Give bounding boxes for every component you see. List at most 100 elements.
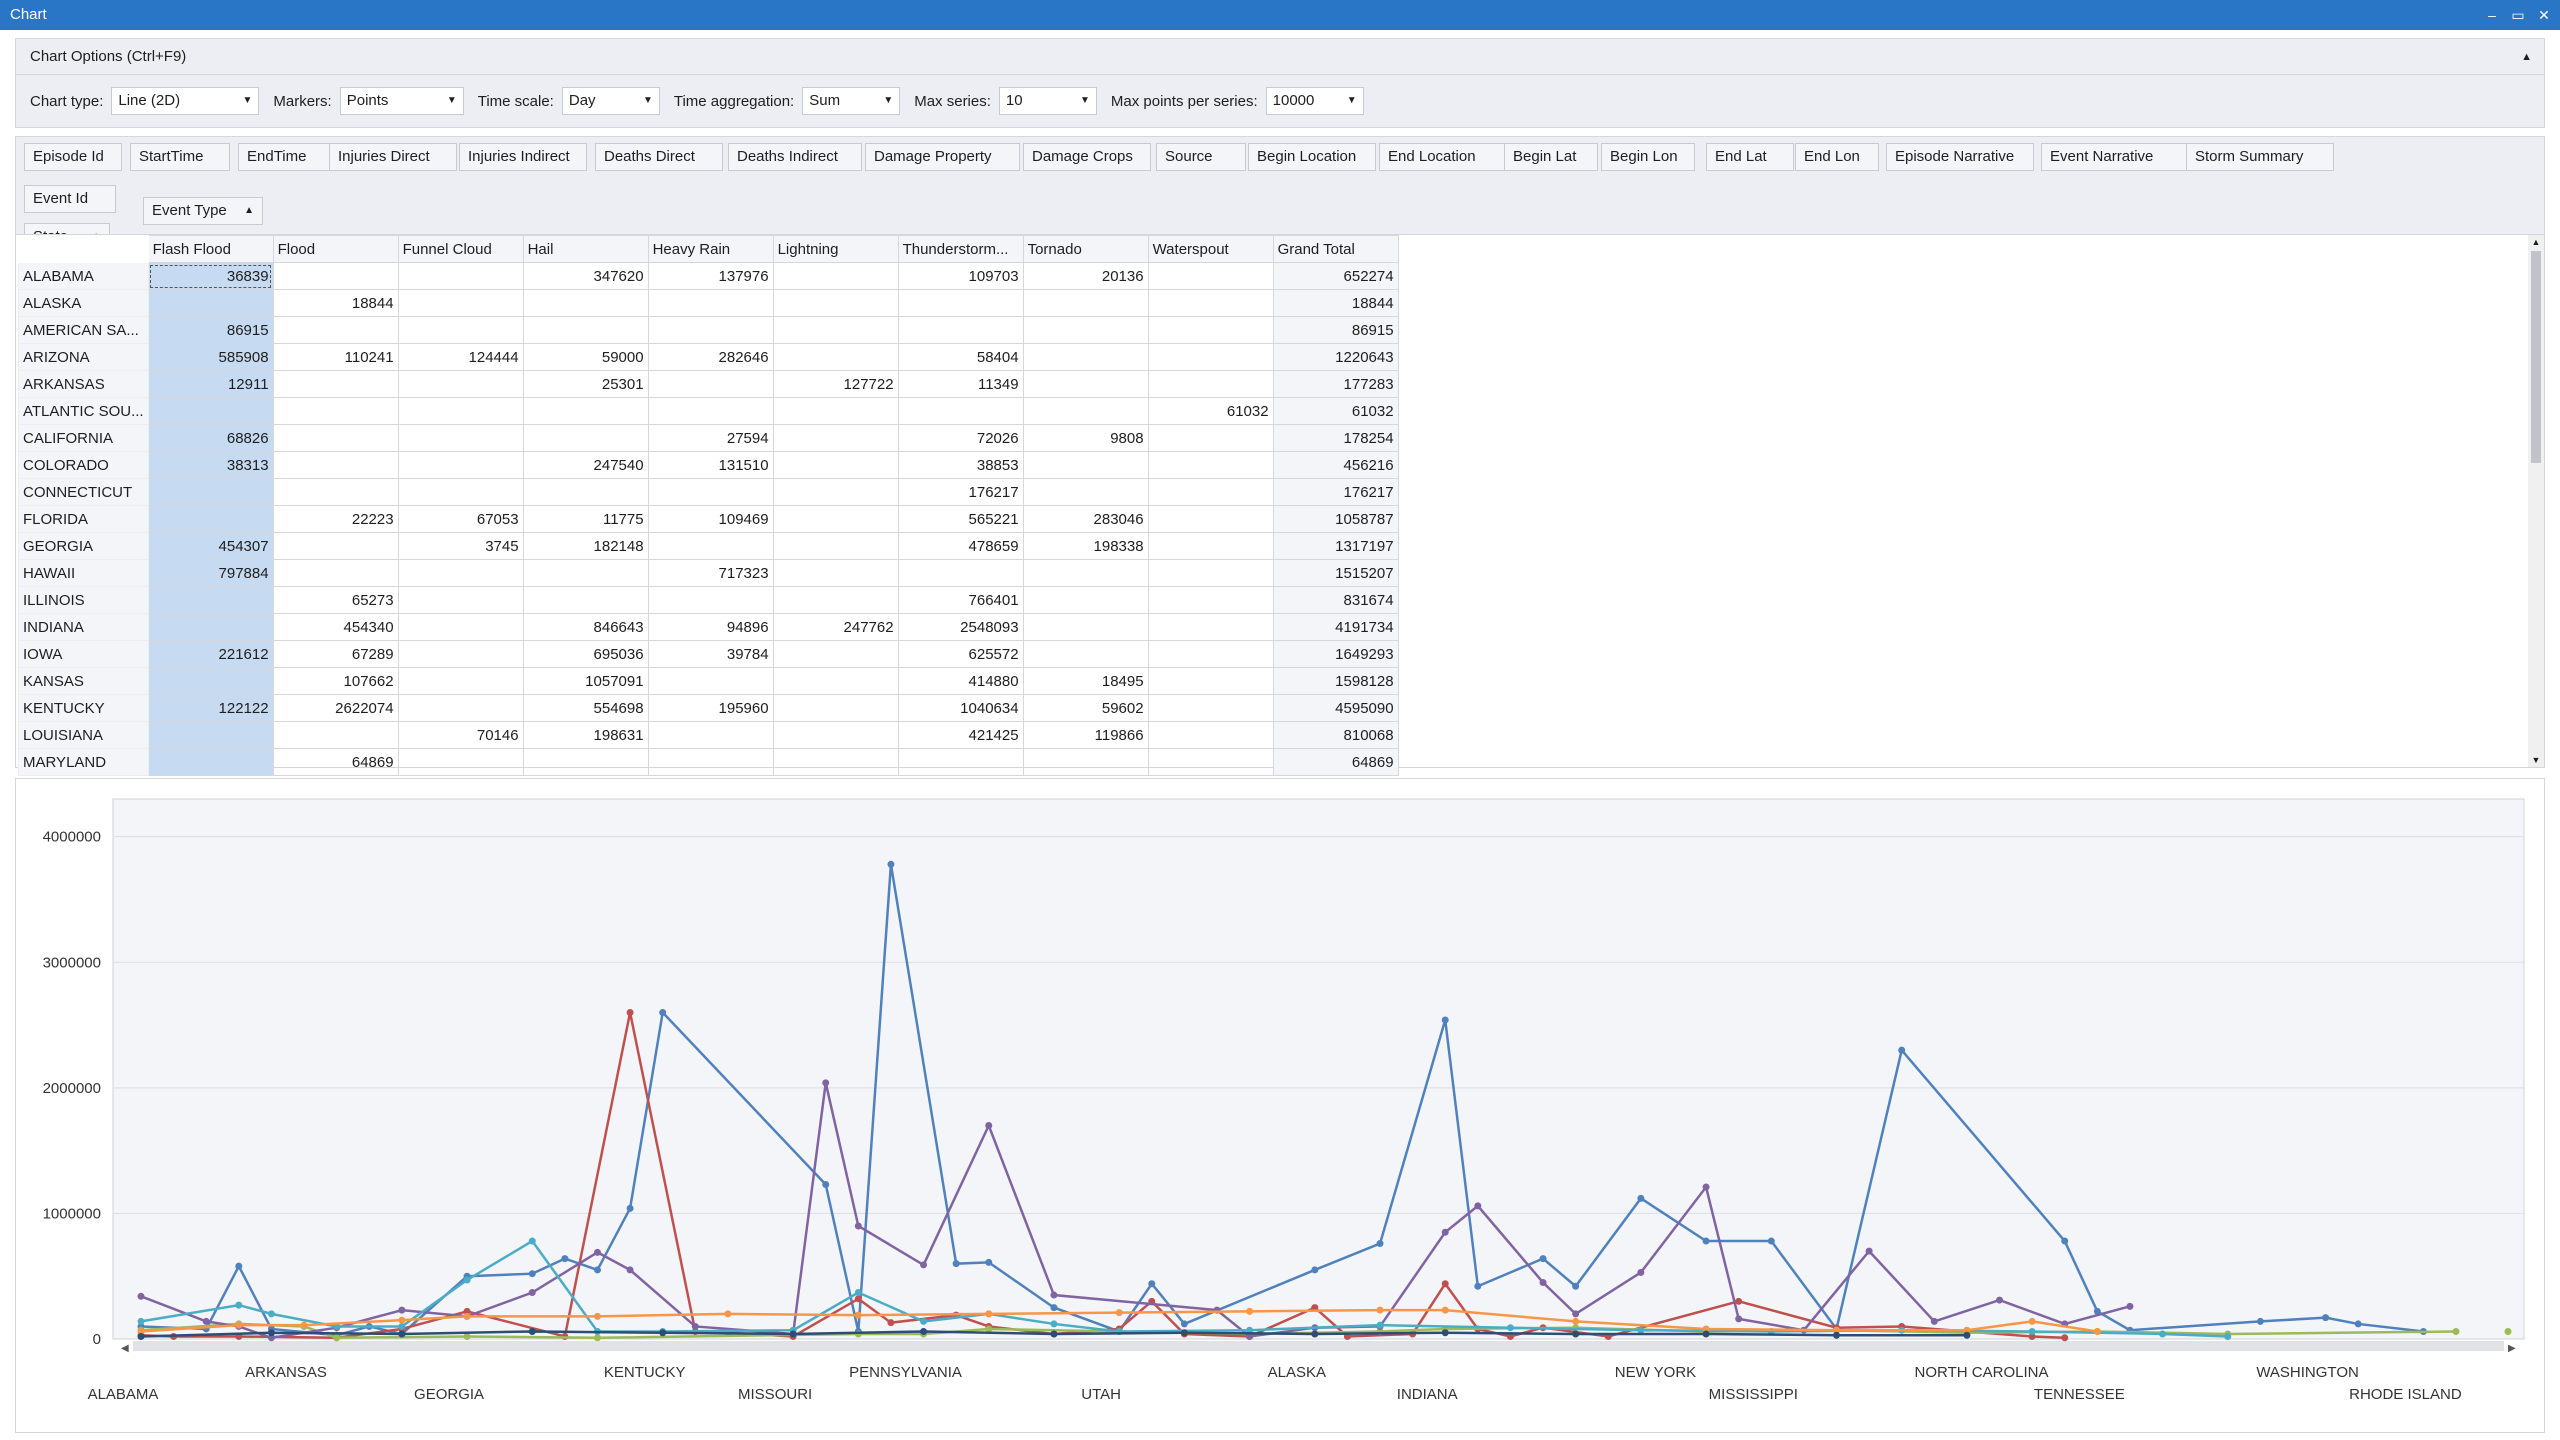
row-header[interactable]: MARYLAND <box>18 748 149 776</box>
table-cell[interactable]: 107662 <box>272 667 399 695</box>
table-cell[interactable]: 67289 <box>272 640 399 668</box>
table-cell[interactable]: 65273 <box>272 586 399 614</box>
field-end-lon[interactable]: End Lon <box>1795 143 1879 171</box>
table-cell[interactable] <box>1022 316 1149 344</box>
table-cell[interactable] <box>397 694 524 722</box>
table-cell[interactable] <box>1022 559 1149 587</box>
table-cell[interactable] <box>397 748 524 776</box>
table-cell[interactable]: 64869 <box>272 748 399 776</box>
row-header[interactable]: KANSAS <box>18 667 149 695</box>
field-deaths-direct[interactable]: Deaths Direct <box>595 143 723 171</box>
table-cell[interactable] <box>272 532 399 560</box>
table-cell[interactable]: 11775 <box>522 505 649 533</box>
table-cell[interactable] <box>522 748 649 776</box>
table-cell[interactable]: 86915 <box>1272 316 1399 344</box>
table-cell[interactable]: 456216 <box>1272 451 1399 479</box>
table-cell[interactable] <box>772 694 899 722</box>
table-cell[interactable]: 282646 <box>647 343 774 371</box>
table-cell[interactable] <box>272 397 399 425</box>
table-cell[interactable]: 182148 <box>522 532 649 560</box>
column-header[interactable]: Flash Flood <box>147 235 274 263</box>
vertical-scrollbar[interactable]: ▲ ▼ <box>2528 235 2544 767</box>
table-cell[interactable] <box>1022 343 1149 371</box>
table-cell[interactable] <box>522 478 649 506</box>
table-cell[interactable] <box>1147 640 1274 668</box>
table-cell[interactable] <box>397 640 524 668</box>
table-cell[interactable]: 58404 <box>897 343 1024 371</box>
table-cell[interactable] <box>397 424 524 452</box>
max-series-select[interactable]: 10 ▼ <box>998 87 1097 115</box>
field-start-time[interactable]: StartTime <box>130 143 230 171</box>
table-cell[interactable]: 347620 <box>522 262 649 290</box>
table-cell[interactable]: 94896 <box>647 613 774 641</box>
table-cell[interactable] <box>397 397 524 425</box>
table-cell[interactable]: 22223 <box>272 505 399 533</box>
field-injuries-direct[interactable]: Injuries Direct <box>329 143 457 171</box>
table-cell[interactable] <box>647 532 774 560</box>
row-header[interactable]: CONNECTICUT <box>18 478 149 506</box>
table-cell[interactable]: 1040634 <box>897 694 1024 722</box>
field-begin-lon[interactable]: Begin Lon <box>1601 143 1695 171</box>
table-cell[interactable] <box>1147 424 1274 452</box>
table-cell[interactable] <box>397 478 524 506</box>
table-cell[interactable]: 110241 <box>272 343 399 371</box>
table-cell[interactable] <box>397 613 524 641</box>
table-cell[interactable] <box>522 424 649 452</box>
max-points-select[interactable]: 10000 ▼ <box>1265 87 1364 115</box>
table-cell[interactable] <box>1022 289 1149 317</box>
table-cell[interactable]: 4595090 <box>1272 694 1399 722</box>
table-cell[interactable] <box>772 748 899 776</box>
column-field-event-type[interactable]: Event Type ▲ <box>143 197 263 225</box>
table-cell[interactable]: 68826 <box>147 424 274 452</box>
row-header[interactable]: COLORADO <box>18 451 149 479</box>
table-cell[interactable] <box>772 316 899 344</box>
table-cell[interactable] <box>772 262 899 290</box>
table-cell[interactable] <box>522 316 649 344</box>
table-cell[interactable]: 72026 <box>897 424 1024 452</box>
table-cell[interactable]: 61032 <box>1147 397 1274 425</box>
table-cell[interactable] <box>1022 748 1149 776</box>
table-cell[interactable] <box>897 316 1024 344</box>
table-cell[interactable]: 178254 <box>1272 424 1399 452</box>
table-cell[interactable] <box>1147 532 1274 560</box>
table-cell[interactable]: 2548093 <box>897 613 1024 641</box>
column-header[interactable]: Grand Total <box>1272 235 1399 263</box>
row-header[interactable]: LOUISIANA <box>18 721 149 749</box>
table-cell[interactable]: 766401 <box>897 586 1024 614</box>
table-cell[interactable] <box>1022 451 1149 479</box>
table-cell[interactable] <box>772 478 899 506</box>
table-cell[interactable] <box>647 721 774 749</box>
row-header[interactable]: HAWAII <box>18 559 149 587</box>
table-cell[interactable]: 61032 <box>1272 397 1399 425</box>
chart-type-select[interactable]: Line (2D) ▼ <box>111 87 260 115</box>
table-cell[interactable]: 198631 <box>522 721 649 749</box>
table-cell[interactable]: 1220643 <box>1272 343 1399 371</box>
table-cell[interactable] <box>1147 262 1274 290</box>
table-cell[interactable] <box>1022 478 1149 506</box>
table-cell[interactable] <box>772 559 899 587</box>
time-aggregation-select[interactable]: Sum ▼ <box>802 87 901 115</box>
field-begin-location[interactable]: Begin Location <box>1248 143 1376 171</box>
table-cell[interactable]: 221612 <box>147 640 274 668</box>
table-cell[interactable] <box>147 289 274 317</box>
table-cell[interactable] <box>397 559 524 587</box>
table-cell[interactable] <box>1147 667 1274 695</box>
data-field-event-id[interactable]: Event Id <box>24 185 116 213</box>
row-header[interactable]: KENTUCKY <box>18 694 149 722</box>
table-cell[interactable] <box>772 586 899 614</box>
minimize-icon[interactable]: – <box>2488 7 2496 23</box>
table-cell[interactable] <box>147 478 274 506</box>
row-header[interactable]: ARKANSAS <box>18 370 149 398</box>
table-cell[interactable] <box>1147 478 1274 506</box>
table-cell[interactable]: 20136 <box>1022 262 1149 290</box>
row-header[interactable]: ARIZONA <box>18 343 149 371</box>
table-cell[interactable]: 198338 <box>1022 532 1149 560</box>
table-cell[interactable] <box>1147 721 1274 749</box>
table-cell[interactable] <box>397 316 524 344</box>
table-cell[interactable] <box>772 451 899 479</box>
field-injuries-indirect[interactable]: Injuries Indirect <box>459 143 587 171</box>
table-cell[interactable]: 64869 <box>1272 748 1399 776</box>
field-begin-lat[interactable]: Begin Lat <box>1504 143 1598 171</box>
row-header[interactable]: ILLINOIS <box>18 586 149 614</box>
table-cell[interactable]: 1598128 <box>1272 667 1399 695</box>
